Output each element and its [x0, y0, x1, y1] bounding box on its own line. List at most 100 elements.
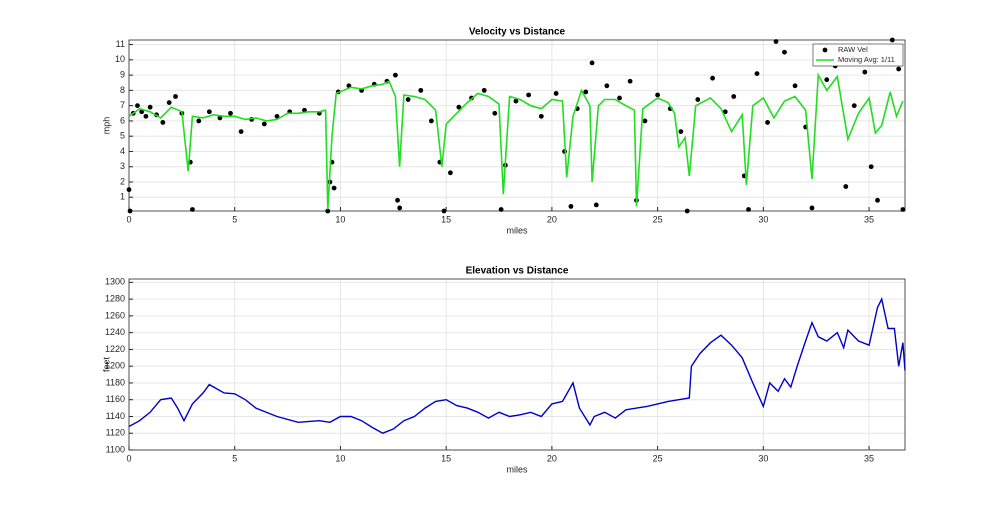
data-point [139, 109, 145, 115]
data-point [441, 208, 447, 214]
data-point [684, 208, 690, 214]
y-axis-label: feet [101, 356, 111, 372]
data-point [160, 120, 166, 125]
y-tick-label: 8 [120, 85, 125, 95]
x-tick-label: 30 [758, 453, 768, 463]
data-point [824, 77, 830, 83]
data-point [173, 94, 178, 99]
data-point [325, 208, 331, 214]
data-point [206, 109, 212, 115]
data-point [710, 75, 715, 81]
plot-area [129, 279, 905, 450]
y-tick-label: 9 [120, 69, 125, 79]
y-tick-label: 1220 [105, 344, 125, 354]
x-tick-label: 10 [335, 453, 345, 463]
x-tick-label: 15 [441, 214, 451, 224]
x-tick-label: 25 [653, 453, 663, 463]
data-point [147, 104, 153, 110]
y-tick-label: 3 [120, 161, 125, 171]
data-point [593, 202, 599, 208]
legend-box [812, 43, 904, 67]
y-tick-label: 1100 [106, 444, 125, 454]
data-point [589, 60, 595, 66]
legend-marker [822, 47, 828, 53]
x-tick-label: 35 [864, 214, 874, 224]
data-point [481, 87, 487, 93]
x-tick-label: 5 [232, 214, 237, 224]
data-point [135, 103, 140, 109]
chart-title: Velocity vs Distance [469, 27, 566, 38]
data-point [393, 72, 398, 78]
data-point [627, 78, 633, 84]
data-point [782, 49, 787, 55]
data-point [617, 95, 622, 101]
y-tick-label: 1 [120, 192, 125, 202]
data-point [568, 204, 574, 209]
x-tick-label: 0 [126, 214, 131, 224]
data-point [809, 205, 815, 211]
data-point [655, 92, 661, 98]
data-point [722, 109, 728, 115]
legend-label: Moving Avg: 1/11 [838, 55, 895, 64]
x-tick-label: 25 [653, 214, 663, 224]
legend-label: RAW Vel [838, 45, 868, 54]
data-point [397, 205, 403, 211]
y-tick-label: 5 [120, 131, 125, 141]
data-point [754, 71, 760, 76]
y-axis-label: mph [101, 117, 111, 135]
data-point [538, 113, 544, 119]
y-tick-label: 1260 [105, 310, 125, 320]
x-tick-label: 30 [758, 214, 768, 224]
plot-area [129, 40, 905, 211]
y-tick-label: 1280 [105, 293, 125, 303]
y-tick-label: 1300 [105, 277, 125, 287]
x-tick-label: 0 [126, 453, 131, 463]
data-point [418, 87, 424, 93]
data-point [196, 118, 202, 124]
x-tick-label: 20 [547, 214, 557, 224]
data-point [900, 207, 906, 212]
data-point [851, 103, 857, 109]
x-tick-label: 10 [335, 214, 345, 224]
y-tick-label: 10 [115, 54, 125, 64]
data-point [583, 89, 589, 95]
y-tick-label: 7 [120, 100, 125, 110]
data-point [642, 118, 648, 124]
x-axis-label: miles [506, 225, 528, 235]
y-tick-label: 11 [116, 39, 125, 49]
data-point [228, 110, 233, 116]
data-point [447, 170, 453, 176]
data-point [604, 83, 610, 89]
data-point [889, 37, 895, 43]
data-point [896, 66, 902, 72]
y-tick-label: 1180 [106, 377, 125, 387]
axes-box [128, 39, 906, 212]
data-point [143, 113, 149, 119]
x-tick-label: 15 [441, 453, 451, 463]
y-tick-label: 1160 [106, 394, 125, 404]
data-point [792, 83, 798, 89]
data-point [190, 207, 195, 212]
data-point [456, 104, 462, 110]
data-point [843, 184, 849, 189]
chart-title: Elevation vs Distance [466, 266, 569, 277]
data-point [695, 97, 701, 102]
series-line [128, 297, 906, 434]
data-point [166, 100, 172, 105]
data-point [126, 187, 132, 193]
data-point [553, 91, 559, 96]
series-line [128, 72, 904, 210]
data-point [862, 69, 868, 75]
data-point [428, 118, 434, 124]
data-point [526, 92, 532, 98]
data-point [875, 197, 880, 203]
data-point [238, 129, 244, 135]
data-point [678, 129, 684, 135]
y-tick-label: 1140 [106, 411, 125, 421]
x-axis-label: miles [506, 464, 528, 474]
x-tick-label: 20 [547, 453, 557, 463]
x-tick-label: 5 [232, 453, 237, 463]
data-point [127, 208, 133, 214]
data-point [513, 98, 519, 104]
